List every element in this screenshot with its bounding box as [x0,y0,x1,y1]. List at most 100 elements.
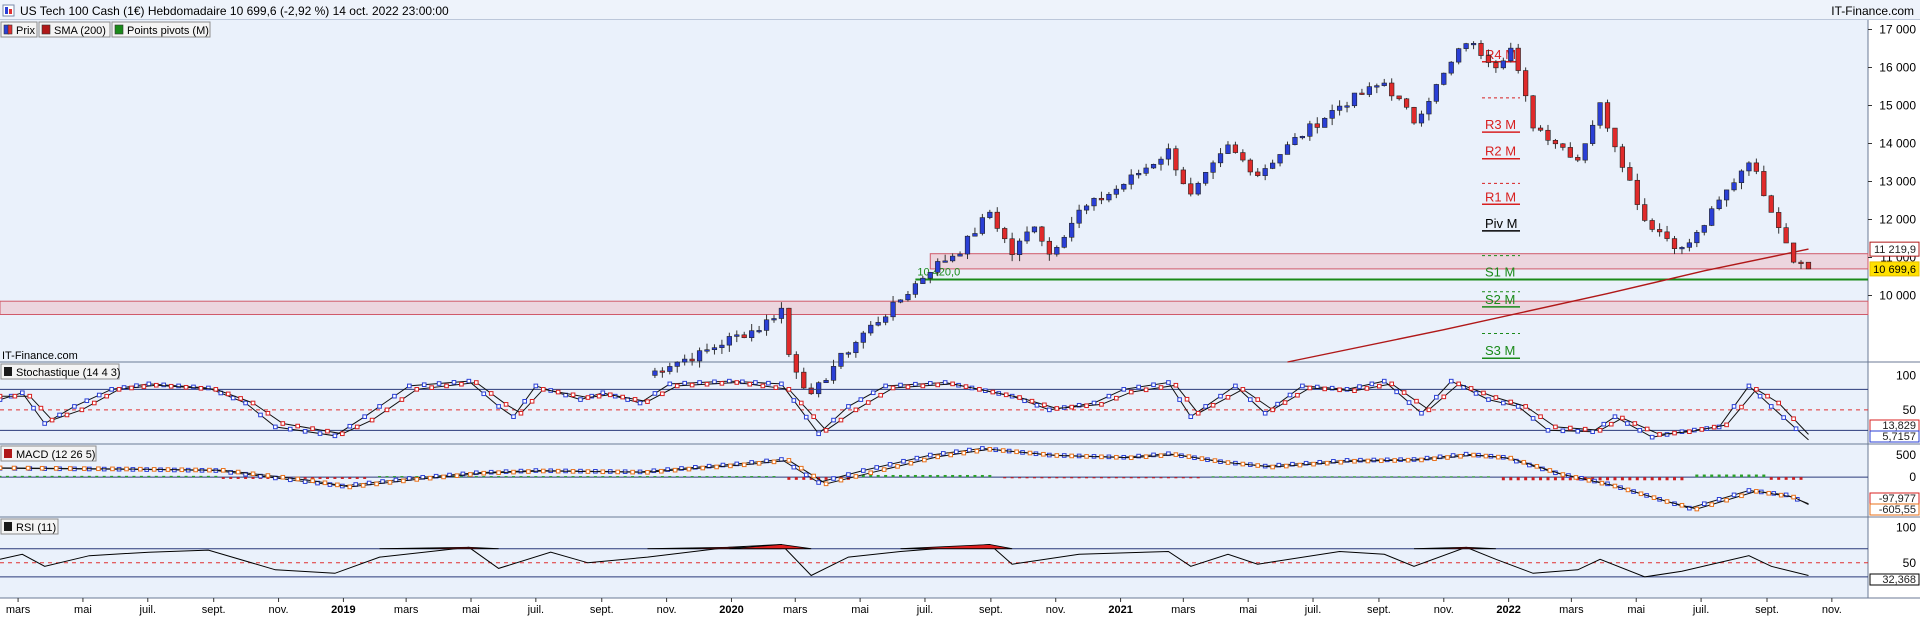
series-marker-1 [658,468,664,474]
legend-swatch-sma [41,24,51,35]
series-marker-0 [637,400,643,406]
window-icon-bar-red [9,9,12,14]
series-marker-1 [322,480,328,486]
candle-body [1649,220,1655,230]
candle-body [1768,195,1774,213]
series-marker-1 [1776,400,1781,406]
series-marker-0 [712,379,717,385]
candle-body [1351,92,1358,107]
last-value-box-0 [1869,573,1920,586]
series-marker-1 [110,466,115,472]
series-marker-1 [518,410,524,416]
macd-label-chip[interactable] [0,445,97,462]
candle-body [674,361,680,367]
macd-histogram-bar-6 [1412,476,1416,478]
series-marker-1 [325,428,330,434]
series-marker-1 [198,386,204,391]
watermark: IT-Finance.com [2,350,78,362]
series-marker-1 [600,469,606,475]
series-marker-1 [540,468,546,474]
series-marker-1 [1240,387,1246,392]
series-marker-1 [1625,487,1631,493]
candle-body [1091,197,1097,207]
macd-histogram-bar-4 [965,474,969,478]
macd-histogram-bar-7 [1516,477,1520,481]
macd-histogram-bar-9 [1769,477,1773,480]
series-marker-0 [1757,393,1763,399]
legend-item-sma[interactable] [38,21,111,38]
series-marker-0 [1781,415,1786,420]
series-marker-0 [347,423,353,429]
macd-histogram-bar-7 [1553,477,1557,481]
series-marker-1 [529,398,535,404]
series-marker-0 [1793,426,1799,432]
rsi-overbought-fill [729,544,812,550]
series-marker-0 [831,476,836,481]
macd-histogram-bar-3 [802,477,806,480]
candle-body [1426,101,1432,115]
series-marker-1 [1724,497,1729,503]
macd-histogram-bar-0 [102,475,106,478]
macd-histogram-bar-2 [526,476,530,478]
macd-histogram-bar-4 [988,474,992,478]
macd-lines: 500 0 -97,977-605,55 [0,446,1920,516]
macd-histogram-bar-1 [318,477,322,479]
macd-histogram-bar-5 [1092,477,1096,479]
series-marker-1 [1003,392,1009,398]
series-marker-0 [941,451,946,456]
macd-histogram-bar-4 [899,474,903,478]
macd-histogram-bar-7 [1546,477,1550,481]
time-tick-label-9: sept. [590,604,614,616]
macd-histogram-bar-2 [392,476,396,478]
series-marker-1 [704,381,710,387]
series-marker-0 [1344,387,1350,392]
macd-histogram-bar-0 [35,475,39,478]
series-marker-1 [1027,450,1033,456]
series-marker-0 [1746,383,1752,389]
series-marker-1 [1414,398,1419,404]
price-zone-1 [0,300,1869,316]
series-marker-1 [1664,499,1670,504]
candle-body [1545,129,1551,141]
macd-histogram-bar-2 [593,476,597,478]
series-marker-1 [570,392,576,398]
stoch-label-chip[interactable] [0,363,120,380]
candle-body [719,344,725,348]
rsi-panel[interactable] [0,517,1868,598]
macd-histogram-bar-9 [1784,477,1788,480]
candle-body [1217,153,1224,164]
candle-body [1225,144,1231,154]
series-marker-0 [1701,501,1707,507]
candle-body [659,370,665,373]
legend-item-pivots[interactable] [111,21,211,38]
time-tick-label-1: mai [74,604,92,616]
candle-body [1128,174,1134,185]
series-marker-0 [667,381,673,387]
series-marker-0 [511,414,516,419]
pivot-label-7: S3 M [1485,343,1515,358]
series-marker-0 [1203,404,1208,409]
candle-body [1805,261,1812,270]
series-marker-1 [585,395,591,400]
series-marker-0 [273,424,278,430]
macd-histogram-bar-2 [757,476,761,478]
macd-histogram-bar-1 [236,477,240,479]
macd-histogram-bar-2 [556,476,560,478]
series-marker-0 [846,472,851,477]
series-marker-1 [1597,428,1603,433]
series-marker-1 [53,466,59,471]
series-marker-1 [990,389,996,395]
series-marker-0 [287,426,293,432]
time-tick-label-13: mai [851,604,869,616]
series-marker-0 [1406,400,1412,405]
pivot-label-2: R2 M [1485,144,1516,159]
series-marker-1 [585,469,591,474]
series-marker-1 [335,482,340,488]
macd-histogram-bar-1 [363,477,367,479]
macd-histogram-bar-5 [1032,477,1036,479]
rsi-label-chip[interactable] [0,518,59,535]
series-marker-1 [1765,393,1770,399]
series-marker-1 [734,380,740,385]
